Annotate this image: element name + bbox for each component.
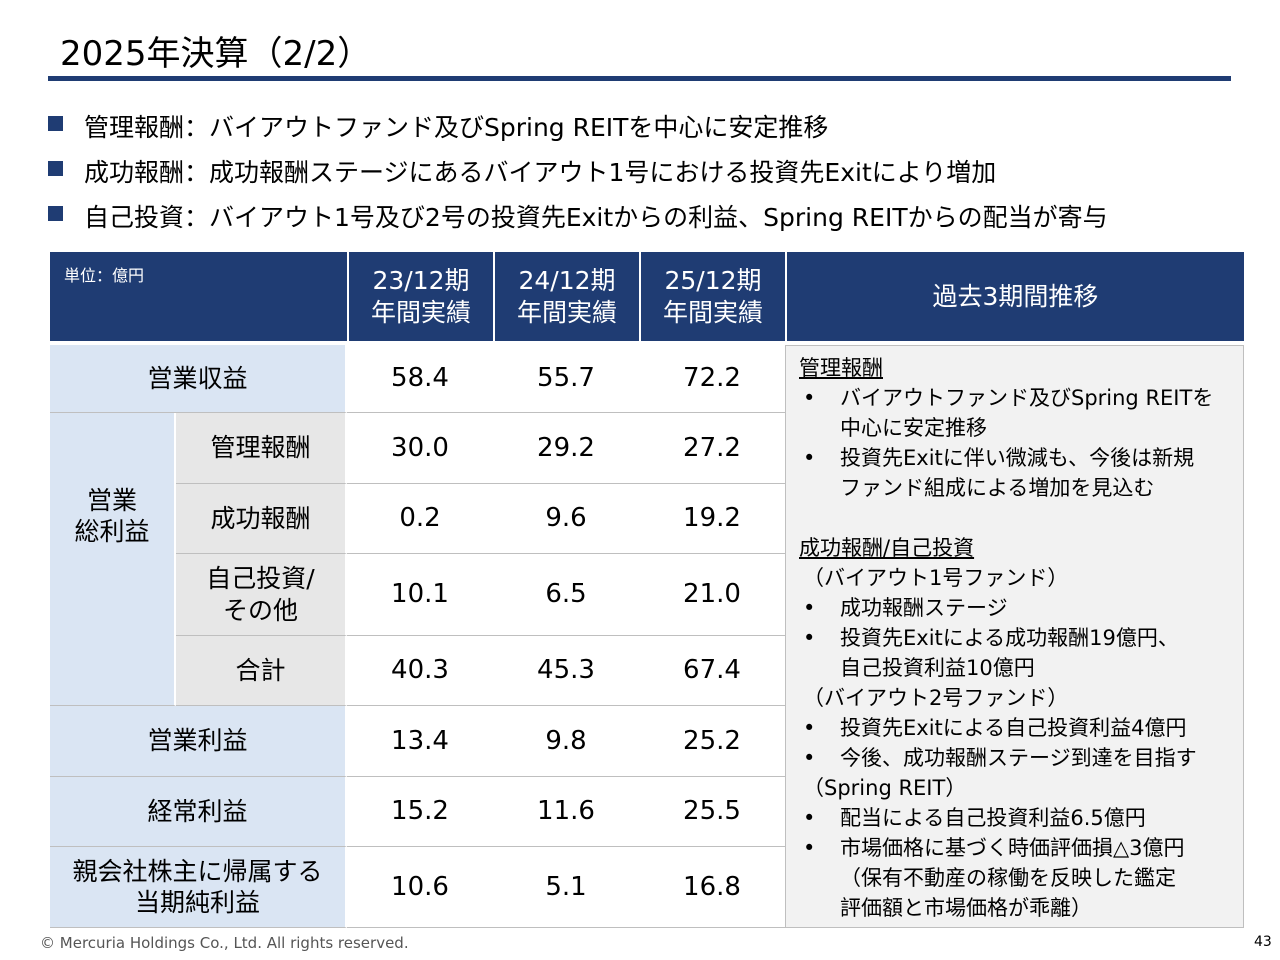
notes-box xyxy=(785,345,1244,928)
value-cell: 19.2 xyxy=(639,484,785,554)
value-cell: 16.8 xyxy=(639,847,785,928)
group-label-line: 総利益 xyxy=(74,516,150,546)
unit-label: 単位：億円 xyxy=(64,266,145,285)
row-label: 管理報酬 xyxy=(176,413,347,484)
value-cell: 15.2 xyxy=(347,777,493,847)
value-cell: 0.2 xyxy=(347,484,493,554)
row-label-line: 当期純利益 xyxy=(134,888,260,917)
note-line: 自己投資利益10億円 xyxy=(840,656,1035,680)
note-bullet: • xyxy=(803,386,816,410)
note-line: 中心に安定推移 xyxy=(840,416,987,440)
value-cell: 58.4 xyxy=(347,345,493,413)
note-bullet: • xyxy=(803,596,816,620)
title-rule xyxy=(48,76,1231,81)
header-cell: 24/12期 年間実績 xyxy=(493,252,639,341)
value-cell: 21.0 xyxy=(639,554,785,636)
value-cell: 25.5 xyxy=(639,777,785,847)
group-label: 営業 総利益 xyxy=(50,413,176,706)
value-cell: 5.1 xyxy=(493,847,639,928)
row-label-line: 管理報酬 xyxy=(210,433,311,463)
bullet-text: 自己投資：バイアウト1号及び2号の投資先Exitからの利益、Spring REI… xyxy=(84,203,1108,232)
note-bullet: • xyxy=(803,836,816,860)
note-line: 投資先Exitによる成功報酬19億円、 xyxy=(840,626,1179,650)
note-line: 投資先Exitに伴い微減も、今後は新規 xyxy=(840,446,1195,470)
value-cell: 67.4 xyxy=(639,636,785,706)
value-cell: 6.5 xyxy=(493,554,639,636)
row-label-line: 親会社株主に帰属する xyxy=(72,856,323,886)
row-label-line: 成功報酬 xyxy=(210,503,311,533)
trend-header: 過去3期間推移 xyxy=(785,252,1244,341)
bullet-square xyxy=(48,116,63,131)
row-label: 自己投資/その他 xyxy=(176,554,347,636)
row-label-line: 合計 xyxy=(235,655,286,685)
note-heading: 管理報酬 xyxy=(799,356,883,380)
value-cell: 11.6 xyxy=(493,777,639,847)
bullet-text: 管理報酬：バイアウトファンド及びSpring REITを中心に安定推移 xyxy=(84,113,829,142)
bullet-square xyxy=(48,161,63,176)
note-line: （保有不動産の稼働を反映した鑑定 xyxy=(840,866,1176,890)
value-cell: 45.3 xyxy=(493,636,639,706)
header-cell: 23/12期 年間実績 xyxy=(347,252,493,341)
row-label: 親会社株主に帰属する 当期純利益 xyxy=(50,847,347,928)
value-cell: 29.2 xyxy=(493,413,639,484)
value-cell: 72.2 xyxy=(639,345,785,413)
row-label-line: 自己投資/ xyxy=(206,564,315,594)
value-cell: 9.6 xyxy=(493,484,639,554)
header-cell: 25/12期 年間実績 xyxy=(639,252,785,341)
header-line: 23/12期 xyxy=(372,266,470,296)
value-cell: 10.6 xyxy=(347,847,493,928)
row-label-line: その他 xyxy=(222,595,298,625)
note-bullet: • xyxy=(803,716,816,740)
row-label-line: 経常利益 xyxy=(147,796,248,826)
note-bullet: • xyxy=(803,806,816,830)
header-line: 年間実績 xyxy=(516,297,617,327)
value-cell: 40.3 xyxy=(347,636,493,706)
row-label: 営業利益 xyxy=(50,706,347,777)
note-heading: 成功報酬/自己投資 xyxy=(799,536,975,560)
note-group-label: （バイアウト1号ファンド） xyxy=(803,566,1069,590)
note-bullet: • xyxy=(803,446,816,470)
bullet-square xyxy=(48,206,63,221)
header-line: 年間実績 xyxy=(662,297,763,327)
row-label-line: 営業利益 xyxy=(147,726,248,756)
value-cell: 30.0 xyxy=(347,413,493,484)
note-line: 成功報酬ステージ xyxy=(840,596,1008,620)
row-label: 経常利益 xyxy=(50,777,347,847)
note-line: 市場価格に基づく時価評価損△3億円 xyxy=(840,836,1185,860)
value-cell: 25.2 xyxy=(639,706,785,777)
note-group-label: （バイアウト2号ファンド） xyxy=(803,686,1069,710)
value-cell: 27.2 xyxy=(639,413,785,484)
header-line: 年間実績 xyxy=(370,297,471,327)
note-bullet: • xyxy=(803,626,816,650)
note-line: ファンド組成による増加を見込む xyxy=(840,476,1155,500)
value-cell: 9.8 xyxy=(493,706,639,777)
footer: © Mercuria Holdings Co., Ltd. All rights… xyxy=(40,934,409,952)
row-label: 成功報酬 xyxy=(176,484,347,554)
note-line: 投資先Exitによる自己投資利益4億円 xyxy=(840,716,1187,740)
note-group-label: （Spring REIT） xyxy=(803,776,967,800)
group-label-line: 営業 xyxy=(86,485,137,515)
note-line: バイアウトファンド及びSpring REITを xyxy=(840,386,1214,410)
value-cell: 13.4 xyxy=(347,706,493,777)
bullet-text: 成功報酬：成功報酬ステージにあるバイアウト1号における投資先Exitにより増加 xyxy=(84,158,997,187)
note-line: 今後、成功報酬ステージ到達を目指す xyxy=(840,746,1197,770)
note-line: 配当による自己投資利益6.5億円 xyxy=(840,806,1146,830)
value-cell: 55.7 xyxy=(493,345,639,413)
header-line: 25/12期 xyxy=(664,266,762,296)
note-line: 評価額と市場価格が乖離） xyxy=(840,896,1092,920)
row-label-line: 営業収益 xyxy=(147,363,248,393)
row-label: 営業収益 xyxy=(50,345,347,413)
page-number: 43 xyxy=(1254,934,1272,950)
value-cell: 10.1 xyxy=(347,554,493,636)
header-line: 24/12期 xyxy=(518,266,616,296)
header-bg xyxy=(50,252,1244,341)
note-bullet: • xyxy=(803,746,816,770)
row-label: 合計 xyxy=(176,636,347,706)
title: 2025年決算（2/2） xyxy=(60,34,372,74)
